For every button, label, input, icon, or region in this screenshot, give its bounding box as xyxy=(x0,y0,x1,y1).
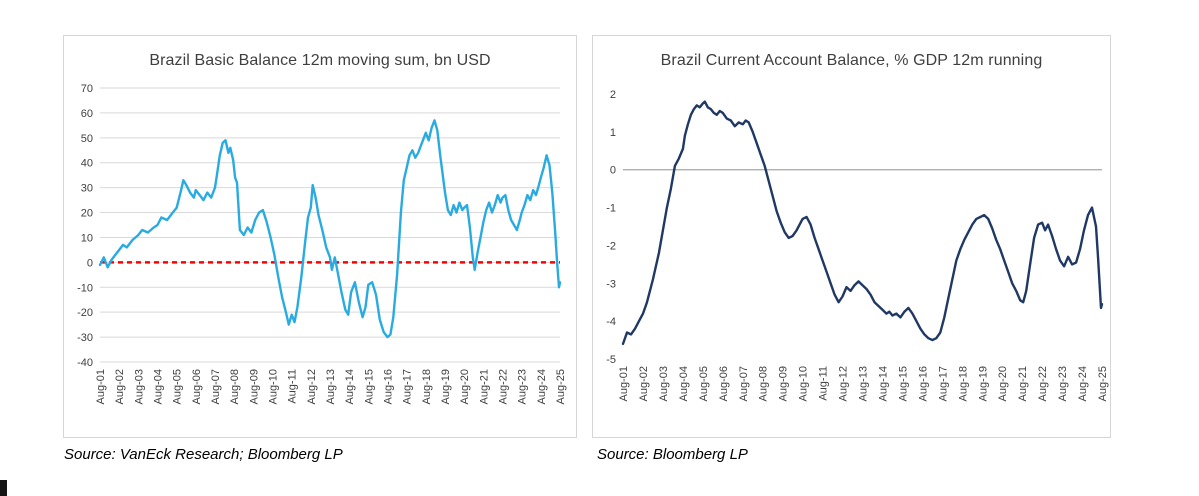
svg-text:Aug-18: Aug-18 xyxy=(957,366,969,401)
svg-text:Aug-02: Aug-02 xyxy=(114,369,126,404)
current-account-chart-panel: 2 1 0 -1 -2 -3 -4 -5 Aug-01 Aug-02 Aug-03 Aug-04 Aug… xyxy=(592,35,1111,438)
svg-text:-1: -1 xyxy=(606,203,616,215)
corner-artifact xyxy=(0,480,7,496)
svg-text:Aug-04: Aug-04 xyxy=(678,366,690,401)
svg-text:Aug-05: Aug-05 xyxy=(698,366,710,401)
svg-text:0: 0 xyxy=(87,257,93,269)
svg-text:-30: -30 xyxy=(77,332,93,344)
svg-text:Aug-23: Aug-23 xyxy=(1057,366,1069,401)
svg-text:-3: -3 xyxy=(606,278,616,290)
svg-text:Aug-07: Aug-07 xyxy=(738,366,750,401)
svg-text:-4: -4 xyxy=(606,316,616,328)
svg-text:50: 50 xyxy=(81,133,93,145)
svg-text:-5: -5 xyxy=(606,354,616,366)
svg-text:Aug-01: Aug-01 xyxy=(95,369,107,404)
svg-text:10: 10 xyxy=(81,232,93,244)
svg-text:Aug-01: Aug-01 xyxy=(618,366,630,401)
svg-text:70: 70 xyxy=(81,83,93,95)
svg-text:Aug-09: Aug-09 xyxy=(778,366,790,401)
svg-text:Aug-14: Aug-14 xyxy=(344,369,356,404)
svg-text:Aug-07: Aug-07 xyxy=(210,369,222,404)
svg-text:Aug-08: Aug-08 xyxy=(229,369,241,404)
svg-text:Aug-21: Aug-21 xyxy=(478,369,490,404)
svg-text:Aug-23: Aug-23 xyxy=(517,369,529,404)
svg-text:Aug-24: Aug-24 xyxy=(1077,366,1089,401)
svg-text:Aug-10: Aug-10 xyxy=(798,366,810,401)
svg-text:Aug-08: Aug-08 xyxy=(758,366,770,401)
svg-text:Aug-19: Aug-19 xyxy=(977,366,989,401)
svg-text:Aug-12: Aug-12 xyxy=(306,369,318,404)
current-account-chart-title: Brazil Current Account Balance, % GDP 12… xyxy=(660,52,1043,69)
svg-text:-20: -20 xyxy=(77,307,93,319)
svg-text:Aug-22: Aug-22 xyxy=(1037,366,1049,401)
basic-balance-chart: 70 60 50 40 30 20 10 0 -10 -20 -30 -40 Aug-01 Aug-02 A… xyxy=(64,36,576,437)
svg-text:40: 40 xyxy=(81,158,93,170)
svg-text:Aug-18: Aug-18 xyxy=(421,369,433,404)
svg-text:0: 0 xyxy=(610,165,616,177)
svg-text:-40: -40 xyxy=(77,357,93,369)
svg-text:Aug-06: Aug-06 xyxy=(718,366,730,401)
svg-text:Aug-10: Aug-10 xyxy=(268,369,280,404)
svg-text:Aug-11: Aug-11 xyxy=(818,366,830,401)
svg-text:Aug-19: Aug-19 xyxy=(440,369,452,404)
svg-text:-10: -10 xyxy=(77,282,93,294)
source-caption-left: Source: VanEck Research; Bloomberg LP xyxy=(64,446,343,463)
svg-text:Aug-14: Aug-14 xyxy=(877,366,889,401)
svg-text:Aug-16: Aug-16 xyxy=(917,366,929,401)
current-account-chart: 2 1 0 -1 -2 -3 -4 -5 Aug-01 Aug-02 Aug-03 Aug-04 Aug… xyxy=(593,36,1110,437)
source-caption-right: Source: Bloomberg LP xyxy=(597,446,748,463)
svg-text:Aug-12: Aug-12 xyxy=(838,366,850,401)
svg-text:Aug-20: Aug-20 xyxy=(997,366,1009,401)
svg-text:1: 1 xyxy=(610,127,616,139)
svg-text:Aug-11: Aug-11 xyxy=(287,369,299,404)
svg-text:-2: -2 xyxy=(606,240,616,252)
svg-text:Aug-24: Aug-24 xyxy=(536,369,548,404)
basic-balance-chart-title: Brazil Basic Balance 12m moving sum, bn … xyxy=(149,52,491,69)
svg-text:2: 2 xyxy=(610,89,616,101)
svg-text:Aug-04: Aug-04 xyxy=(153,369,165,404)
svg-text:Aug-21: Aug-21 xyxy=(1017,366,1029,401)
svg-text:20: 20 xyxy=(81,208,93,220)
svg-text:30: 30 xyxy=(81,183,93,195)
basic-balance-chart-panel: 70 60 50 40 30 20 10 0 -10 -20 -30 -40 Aug-01 Aug-02 A… xyxy=(63,35,577,438)
svg-text:Aug-20: Aug-20 xyxy=(459,369,471,404)
svg-text:Aug-13: Aug-13 xyxy=(325,369,337,404)
svg-text:Aug-15: Aug-15 xyxy=(897,366,909,401)
svg-text:Aug-17: Aug-17 xyxy=(937,366,949,401)
svg-text:Aug-16: Aug-16 xyxy=(383,369,395,404)
svg-text:60: 60 xyxy=(81,108,93,120)
svg-text:Aug-03: Aug-03 xyxy=(658,366,670,401)
svg-text:Aug-06: Aug-06 xyxy=(191,369,203,404)
svg-text:Aug-15: Aug-15 xyxy=(363,369,375,404)
svg-text:Aug-03: Aug-03 xyxy=(133,369,145,404)
svg-text:Aug-13: Aug-13 xyxy=(858,366,870,401)
svg-text:Aug-22: Aug-22 xyxy=(498,369,510,404)
svg-text:Aug-25: Aug-25 xyxy=(555,369,567,404)
svg-text:Aug-09: Aug-09 xyxy=(248,369,260,404)
svg-text:Aug-17: Aug-17 xyxy=(402,369,414,404)
svg-text:Aug-02: Aug-02 xyxy=(638,366,650,401)
svg-text:Aug-05: Aug-05 xyxy=(172,369,184,404)
svg-text:Aug-25: Aug-25 xyxy=(1097,366,1109,401)
